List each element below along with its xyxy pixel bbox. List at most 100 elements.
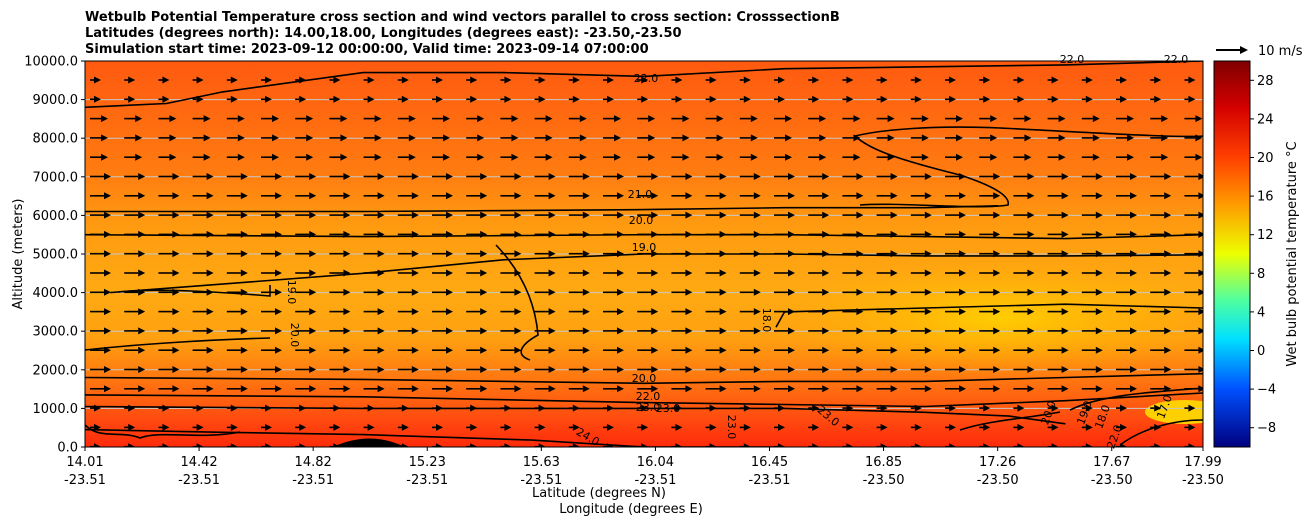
wind-vector-head bbox=[788, 211, 795, 219]
wind-vector-head bbox=[685, 327, 693, 335]
x-tick-label-lat: 16.45 bbox=[751, 455, 788, 470]
wind-vector-head bbox=[921, 153, 929, 161]
wind-vector-head bbox=[572, 423, 580, 431]
wind-vector-head bbox=[1095, 192, 1103, 200]
wind-vector-head bbox=[819, 134, 827, 142]
wind-vector-head bbox=[753, 192, 761, 200]
title-line-2: Latitudes (degrees north): 14.00,18.00, … bbox=[85, 26, 682, 41]
wind-vector-head bbox=[206, 366, 214, 373]
wind-vector-head bbox=[880, 443, 888, 447]
wind-vector-head bbox=[822, 288, 830, 296]
wind-vector-head bbox=[719, 385, 727, 393]
wind-vector-head bbox=[685, 288, 693, 296]
wind-vector-head bbox=[924, 192, 932, 200]
wind-vector-head bbox=[340, 153, 348, 161]
wind-vector-head bbox=[1027, 269, 1035, 277]
wind-vector-head bbox=[548, 173, 556, 180]
wind-vector-head bbox=[206, 211, 214, 219]
contour-line-18 bbox=[775, 303, 1203, 328]
wind-vector-head bbox=[819, 115, 827, 123]
title-line-1: Wetbulb Potential Temperature cross sect… bbox=[85, 10, 840, 25]
wind-vector-head bbox=[340, 115, 348, 123]
wind-vector-head bbox=[778, 423, 785, 431]
wind-vector-head bbox=[1017, 423, 1025, 431]
wind-vector-head bbox=[101, 153, 108, 161]
wind-vector-head bbox=[1164, 346, 1172, 354]
wind-vector-head bbox=[959, 327, 966, 335]
wind-vector-head bbox=[172, 192, 180, 200]
wind-vector-head bbox=[685, 173, 693, 180]
wind-vector-head bbox=[306, 115, 314, 123]
wind-vector-head bbox=[162, 76, 170, 84]
wind-vector-head bbox=[1061, 385, 1069, 393]
wind-vector-head bbox=[275, 366, 282, 373]
wind-vector-head bbox=[890, 211, 898, 219]
wind-vector-head bbox=[617, 211, 624, 219]
wind-vector-head bbox=[1198, 192, 1203, 200]
wind-vector-head bbox=[196, 443, 204, 447]
wind-vector-head bbox=[1154, 423, 1162, 431]
contour-line-segment bbox=[1119, 419, 1203, 446]
wind-vector-head bbox=[411, 288, 419, 296]
wind-vector-head bbox=[651, 211, 659, 219]
wind-vector-head bbox=[788, 173, 795, 180]
wind-vector-head bbox=[138, 327, 146, 335]
x-tick-label-lat: 14.01 bbox=[66, 455, 103, 470]
wind-vector-head bbox=[753, 366, 761, 373]
colorbar-tick-label: −8 bbox=[1257, 421, 1276, 436]
wind-vector-head bbox=[162, 443, 170, 447]
wind-vector-head bbox=[607, 95, 614, 103]
wind-vector-head bbox=[514, 288, 522, 296]
wind-vector-head bbox=[959, 230, 966, 238]
contour-line-segment bbox=[85, 337, 271, 351]
wind-vector-head bbox=[719, 269, 727, 277]
wind-vector-head bbox=[890, 192, 898, 200]
wind-vector-head bbox=[1198, 269, 1203, 277]
wind-vector-head bbox=[237, 134, 245, 142]
wind-vector-head bbox=[237, 115, 245, 123]
wind-vector-head bbox=[504, 95, 512, 103]
wind-vector-head bbox=[514, 327, 522, 335]
wind-vector-head bbox=[436, 423, 443, 431]
wind-vector-head bbox=[309, 192, 317, 200]
wind-vector-head bbox=[582, 192, 590, 200]
wind-vector-head bbox=[856, 173, 864, 180]
wind-vector-head bbox=[309, 385, 317, 393]
y-axis-label: Altitude (meters) bbox=[11, 199, 26, 310]
wind-vector-head bbox=[477, 115, 485, 123]
wind-vector-head bbox=[641, 76, 649, 84]
wind-vector-head bbox=[1164, 269, 1172, 277]
wind-vector-head bbox=[1095, 366, 1103, 373]
wind-vector-head bbox=[1161, 115, 1169, 123]
wind-vector-head bbox=[138, 385, 146, 393]
wind-vector-head bbox=[1127, 153, 1134, 161]
wind-vector-head bbox=[743, 76, 751, 84]
wind-vector-head bbox=[1130, 173, 1137, 180]
wind-vector-head bbox=[333, 423, 341, 431]
colorbar-tick-label: 4 bbox=[1257, 305, 1265, 320]
wind-vector-head bbox=[685, 211, 693, 219]
wind-vector-head bbox=[983, 423, 991, 431]
wind-vector-head bbox=[822, 250, 830, 258]
wind-vector-head bbox=[1058, 134, 1066, 142]
wind-vector-head bbox=[333, 95, 341, 103]
contour-label: 21.0 bbox=[628, 188, 653, 201]
wind-vector-head bbox=[1130, 346, 1137, 354]
wind-vector-head bbox=[719, 366, 727, 373]
wind-vector-head bbox=[819, 153, 827, 161]
wind-vector-head bbox=[924, 385, 932, 393]
wind-vector-head bbox=[401, 423, 409, 431]
wind-vector-head bbox=[480, 385, 488, 393]
wind-vector-head bbox=[94, 95, 101, 103]
wind-vector-head bbox=[914, 443, 922, 447]
wind-vector-head bbox=[1017, 443, 1025, 447]
y-tick-label: 6000.0 bbox=[33, 209, 79, 224]
wind-vector-head bbox=[538, 443, 546, 447]
wind-vector-head bbox=[128, 423, 136, 431]
wind-vector-head bbox=[1198, 327, 1203, 335]
wind-vector-head bbox=[94, 76, 101, 84]
contour-line-21 bbox=[85, 205, 998, 213]
wind-vector-head bbox=[401, 76, 409, 84]
wind-vector-head bbox=[548, 230, 556, 238]
wind-vector-head bbox=[367, 95, 375, 103]
